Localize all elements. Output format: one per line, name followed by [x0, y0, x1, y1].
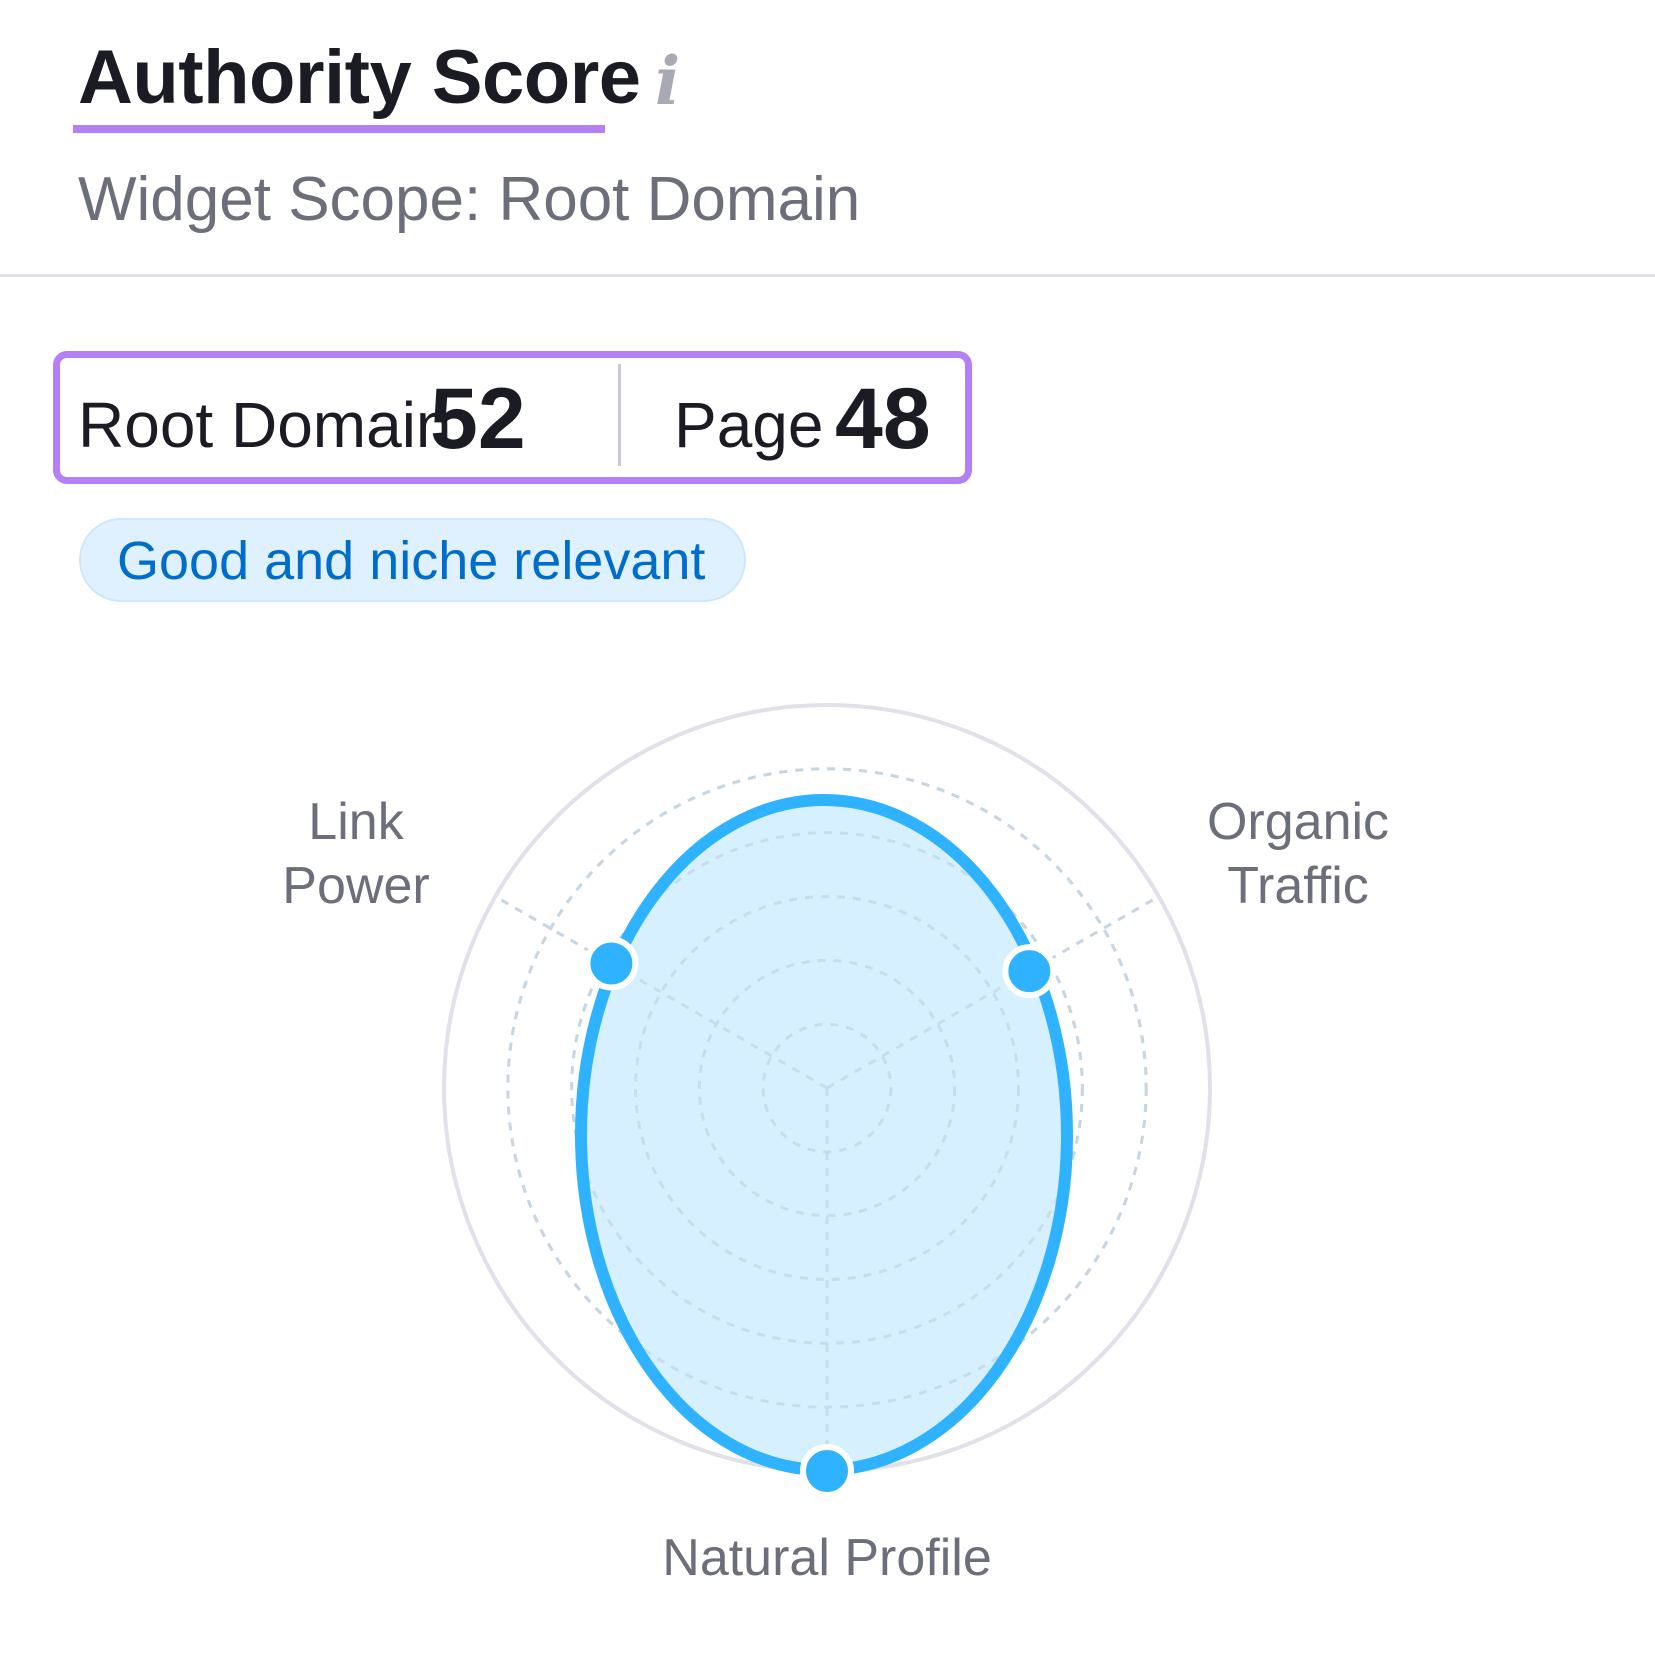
grid-ring-overlay [761, 1022, 893, 1154]
axis-label-link-power: Link Power [282, 790, 429, 918]
page-title: Authority Score [78, 35, 641, 120]
point-organic-traffic [1002, 944, 1057, 999]
score-separator [618, 364, 621, 466]
grid-ring-overlay [634, 895, 1020, 1281]
status-badge-text: Good and niche relevant [117, 531, 706, 591]
active-tab-underline [73, 125, 605, 133]
axis-label-organic-traffic: Organic Traffic [1207, 790, 1389, 918]
axis-label-line: Traffic [1227, 857, 1369, 915]
axis-label-natural-profile: Natural Profile [662, 1529, 992, 1587]
page-label: Page [674, 389, 824, 461]
status-badge: Good and niche relevant [79, 518, 746, 602]
axis-label-line: Organic [1206, 793, 1390, 851]
point-natural-profile [800, 1444, 854, 1498]
point-link-power [584, 936, 639, 991]
axis-label-line: Power [282, 857, 430, 915]
grid-ring-overlay [506, 767, 1148, 1409]
grid-ring-overlay [697, 958, 957, 1218]
divider [0, 274, 1655, 277]
series-area [581, 800, 1067, 1470]
score-box: Root Domain 52 Page 48 [53, 351, 972, 484]
page-score: 48 [835, 371, 931, 467]
root-domain-score: 52 [430, 371, 526, 467]
axis-label-line: Link [308, 793, 404, 851]
root-domain-label: Root Domain [78, 389, 452, 461]
info-icon[interactable]: i [655, 42, 681, 120]
widget-scope: Widget Scope: Root Domain [78, 165, 861, 234]
grid-ring-overlay [570, 831, 1084, 1345]
